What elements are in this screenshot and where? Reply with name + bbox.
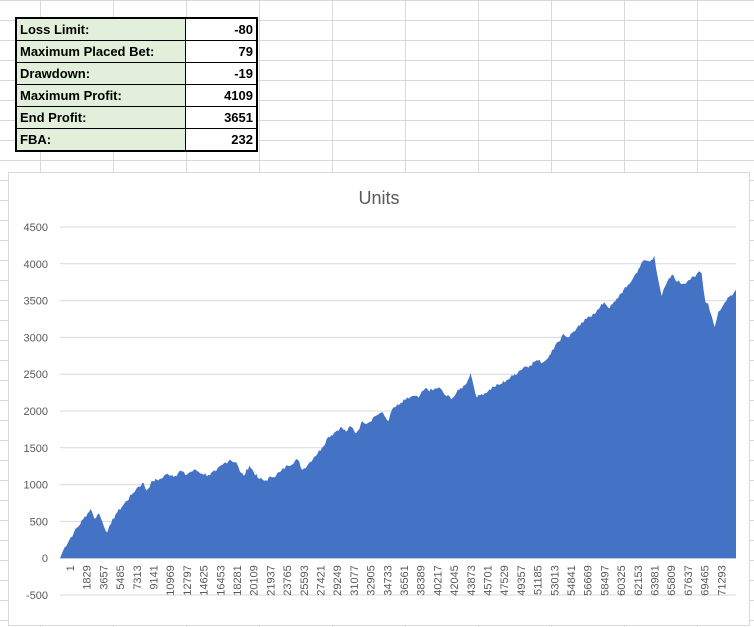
x-tick-label: 51185 [533, 565, 545, 595]
stats-value[interactable]: -80 [184, 17, 258, 41]
x-tick-label: 27421 [316, 565, 328, 596]
y-tick-label: 1500 [24, 443, 48, 455]
stats-row-loss-limit: Loss Limit: -80 [15, 17, 258, 41]
y-axis-labels: -500 0 500 1000 1500 2000 2500 3000 3500 4000 4500 [24, 222, 48, 602]
x-tick-label: 58497 [599, 565, 611, 596]
x-tick-label: 60325 [616, 565, 628, 596]
stats-label[interactable]: Loss Limit: [15, 17, 186, 41]
x-tick-label: 53013 [549, 565, 561, 596]
x-tick-label: 45701 [483, 565, 495, 596]
units-chart: Units -500 0 500 1000 1500 2000 2500 3000 3500 40… [24, 188, 736, 602]
y-tick-label: 1000 [24, 480, 48, 492]
stats-row-drawdown: Drawdown: -19 [15, 62, 258, 85]
stats-row-maximum-profit: Maximum Profit: 4109 [15, 84, 258, 107]
x-tick-label: 42045 [449, 565, 461, 596]
y-tick-label: 3500 [24, 296, 48, 308]
area-series-units [60, 255, 736, 559]
x-tick-label: 9141 [149, 565, 161, 589]
y-tick-label: 4500 [24, 222, 48, 234]
chart-area[interactable]: Units -500 0 500 1000 1500 2000 2500 3000 3500 40… [8, 172, 750, 626]
stats-row-maximum-placed-bet: Maximum Placed Bet: 79 [15, 40, 258, 63]
stats-label[interactable]: Drawdown: [15, 62, 186, 85]
y-tick-label: -500 [26, 590, 48, 602]
x-tick-label: 32905 [366, 565, 378, 596]
x-tick-label: 69465 [700, 565, 712, 596]
stats-row-fba: FBA: 232 [15, 128, 258, 152]
stats-value[interactable]: 4109 [184, 84, 258, 107]
stats-label[interactable]: FBA: [15, 128, 186, 152]
x-tick-label: 10969 [165, 565, 177, 596]
x-tick-label: 47529 [499, 565, 511, 596]
x-tick-label: 67637 [683, 565, 695, 596]
x-tick-label: 21937 [265, 565, 277, 596]
y-tick-label: 0 [42, 553, 48, 565]
stats-label[interactable]: Maximum Profit: [15, 84, 186, 107]
y-tick-label: 2500 [24, 369, 48, 381]
y-tick-label: 4000 [24, 259, 48, 271]
y-tick-label: 2000 [24, 406, 48, 418]
x-tick-label: 31077 [349, 565, 361, 596]
stats-label[interactable]: End Profit: [15, 106, 186, 129]
stats-label[interactable]: Maximum Placed Bet: [15, 40, 186, 63]
stats-row-end-profit: End Profit: 3651 [15, 106, 258, 129]
stats-value[interactable]: -19 [184, 62, 258, 85]
stats-value[interactable]: 232 [184, 128, 258, 152]
x-tick-label: 25593 [299, 565, 311, 596]
x-tick-label: 49357 [516, 565, 528, 596]
x-tick-label: 14625 [199, 565, 211, 596]
x-axis-labels: 1 1829 3657 5485 7313 9141 10969 12797 14625 1645… [65, 565, 728, 596]
x-tick-label: 3657 [98, 565, 110, 589]
x-tick-label: 63981 [650, 565, 662, 596]
x-tick-label: 29249 [332, 565, 344, 596]
x-tick-label: 1 [65, 565, 77, 571]
stats-value[interactable]: 79 [184, 40, 258, 63]
x-tick-label: 71293 [716, 565, 728, 596]
x-tick-label: 62153 [633, 565, 645, 596]
x-tick-label: 12797 [182, 565, 194, 596]
stats-value[interactable]: 3651 [184, 106, 258, 129]
y-tick-label: 500 [30, 516, 48, 528]
x-tick-label: 5485 [115, 565, 127, 589]
x-tick-label: 43873 [466, 565, 478, 596]
x-tick-label: 38389 [416, 565, 428, 596]
x-tick-label: 18281 [232, 565, 244, 596]
x-tick-label: 34733 [382, 565, 394, 596]
x-tick-label: 36561 [399, 565, 411, 596]
x-tick-label: 1829 [82, 565, 94, 589]
stats-table: Loss Limit: -80 Maximum Placed Bet: 79 D… [15, 17, 258, 152]
x-tick-label: 56669 [583, 565, 595, 596]
x-tick-label: 23765 [282, 565, 294, 596]
x-tick-label: 16453 [215, 565, 227, 596]
x-tick-label: 65809 [666, 565, 678, 596]
x-tick-label: 54841 [566, 565, 578, 596]
x-tick-label: 7313 [132, 565, 144, 589]
y-tick-label: 3000 [24, 332, 48, 344]
chart-title: Units [358, 188, 399, 208]
x-tick-label: 40217 [432, 565, 444, 596]
x-tick-label: 20109 [249, 565, 261, 596]
plot-area [60, 255, 736, 559]
